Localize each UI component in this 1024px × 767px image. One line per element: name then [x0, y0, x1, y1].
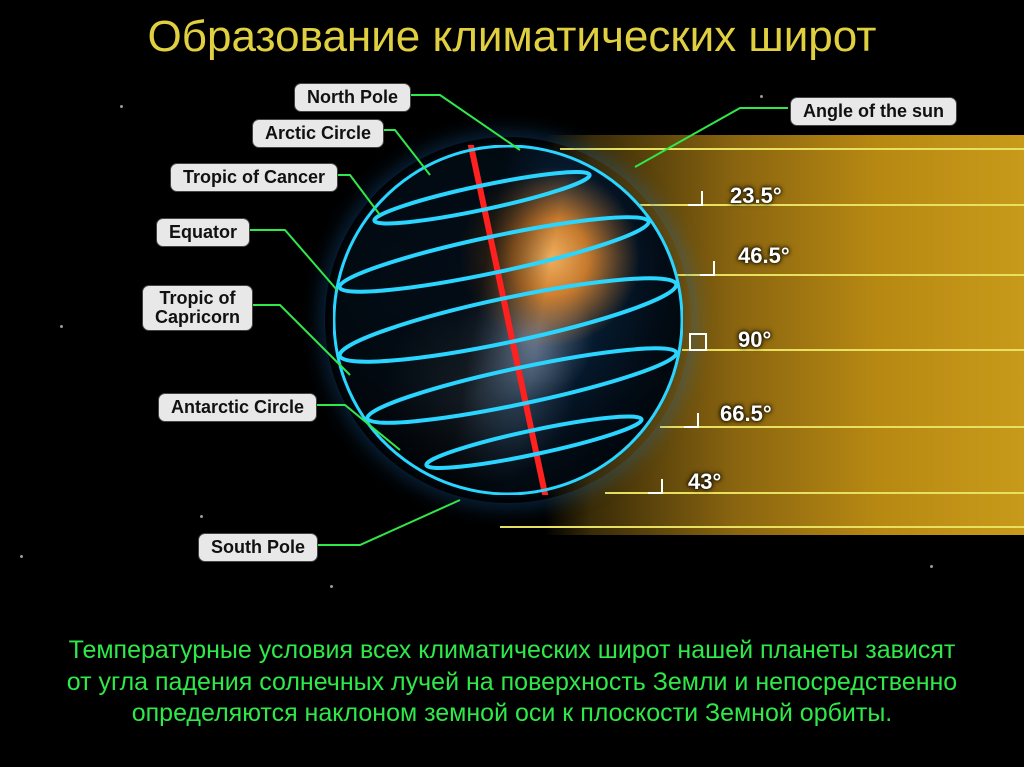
angle-46-5: 46.5° — [738, 243, 790, 269]
angle-90: 90° — [738, 327, 771, 353]
diagram-area: North Pole Arctic Circle Tropic of Cance… — [0, 75, 1024, 605]
label-angle-of-sun: Angle of the sun — [790, 97, 957, 126]
label-antarctic-circle: Antarctic Circle — [158, 393, 317, 422]
label-south-pole: South Pole — [198, 533, 318, 562]
label-north-pole: North Pole — [294, 83, 411, 112]
label-tropic-cancer: Tropic of Cancer — [170, 163, 338, 192]
label-tropic-capricorn-text: Tropic of Capricorn — [155, 288, 240, 327]
label-tropic-capricorn: Tropic of Capricorn — [142, 285, 253, 331]
angle-43: 43° — [688, 469, 721, 495]
angle-66-5: 66.5° — [720, 401, 772, 427]
label-equator: Equator — [156, 218, 250, 247]
label-arctic-circle: Arctic Circle — [252, 119, 384, 148]
page-title: Образование климатических широт — [0, 12, 1024, 62]
footer-text: Температурные условия всех климатических… — [60, 635, 964, 729]
angle-23-5: 23.5° — [730, 183, 782, 209]
earth — [333, 145, 683, 495]
